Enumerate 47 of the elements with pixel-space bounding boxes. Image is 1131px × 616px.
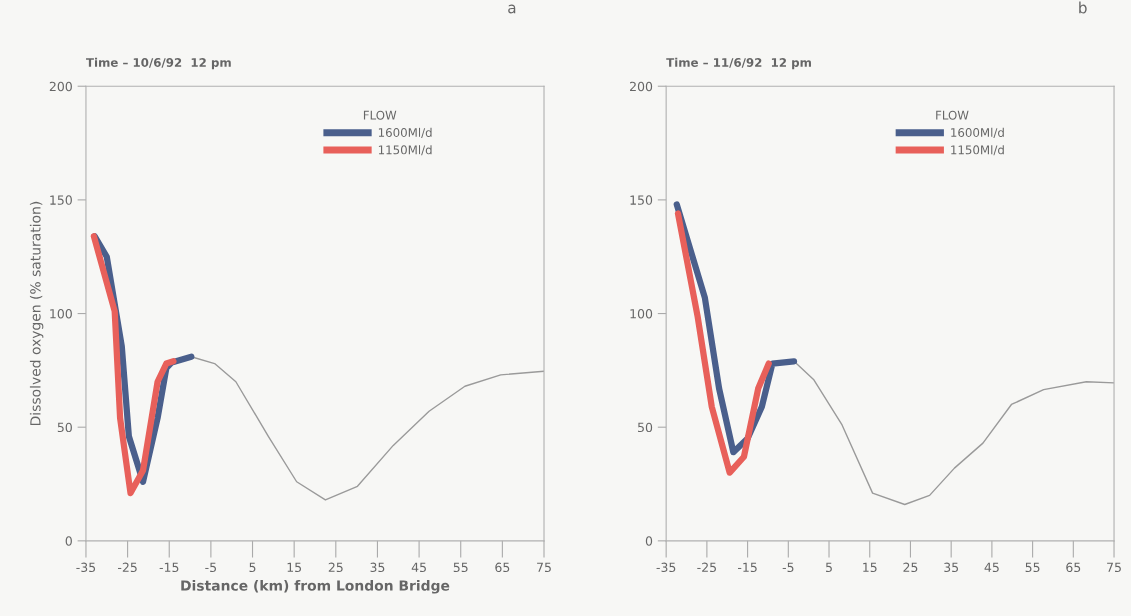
y-tick-label: 100	[630, 309, 653, 319]
y-tick-label: 50	[57, 422, 72, 433]
legend-title: FLOW	[936, 110, 969, 120]
y-tick-label: 150	[50, 195, 72, 205]
y-tick-label: 50	[638, 422, 653, 433]
legend-label: 1150Ml/d	[951, 145, 1004, 156]
chart-title: b	[1079, 1, 1087, 14]
legend-label: 1150Ml/d	[378, 145, 432, 156]
x-tick-label: -15	[737, 562, 757, 573]
x-tick-label: 75	[537, 562, 551, 573]
y-tick-label: 150	[630, 195, 653, 205]
x-tick-label: 55	[1025, 562, 1040, 573]
x-tick-label: -25	[118, 562, 137, 573]
x-tick-label: 35	[944, 562, 959, 573]
legend-label: 1600Ml/d	[951, 127, 1004, 138]
x-tick-label: -35	[656, 562, 676, 573]
y-tick-label: 0	[65, 536, 72, 546]
line-series	[793, 360, 1115, 506]
x-tick-label: 45	[984, 562, 999, 573]
y-tick-label: 200	[49, 81, 72, 92]
x-tick-label: -35	[76, 562, 96, 573]
chart-subtitle: Time – 10/6/92 12 pm	[86, 57, 231, 70]
x-axis-title: Distance (km) from London Bridge	[181, 580, 450, 594]
legend-title: FLOW	[363, 110, 397, 120]
x-tick-label: 55	[453, 562, 468, 573]
chart-title: a	[508, 4, 516, 14]
x-tick-label: -25	[697, 562, 716, 573]
y-axis-title: Dissolved oxygen (% saturation)	[29, 201, 44, 426]
x-tick-label: 45	[411, 562, 426, 573]
x-tick-label: 15	[287, 562, 302, 573]
x-tick-label: 5	[826, 562, 832, 573]
x-tick-label: 25	[328, 562, 343, 573]
y-tick-label: 0	[645, 536, 653, 546]
y-tick-label: 100	[50, 309, 72, 319]
x-tick-label: 5	[249, 562, 256, 573]
x-tick-label: 65	[1066, 562, 1081, 573]
x-tick-label: 25	[903, 562, 918, 573]
x-tick-label: 15	[863, 562, 877, 573]
x-tick-label: 35	[370, 562, 385, 573]
y-tick-label: 200	[630, 81, 653, 92]
chart-subtitle: Time – 11/6/92 12 pm	[666, 57, 811, 70]
x-tick-label: -5	[782, 562, 794, 573]
x-tick-label: 65	[495, 562, 510, 573]
legend-label: 1600Ml/d	[378, 127, 432, 138]
x-tick-label: 75	[1107, 562, 1121, 573]
x-tick-label: -15	[159, 562, 179, 573]
x-tick-label: -5	[205, 562, 217, 573]
